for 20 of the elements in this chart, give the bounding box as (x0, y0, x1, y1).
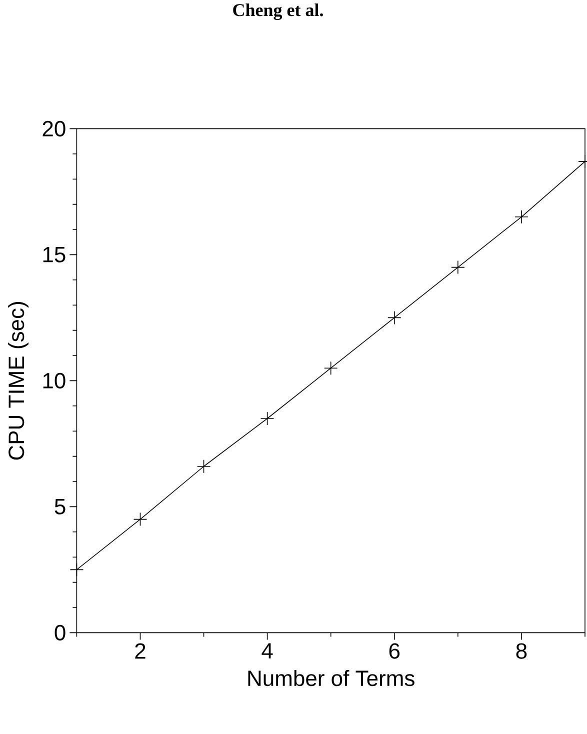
y-axis-title: CPU TIME (sec) (8, 302, 28, 460)
y-tick-label: 10 (43, 372, 66, 388)
x-tick-label: 6 (389, 643, 400, 659)
y-tick-label: 5 (54, 499, 66, 514)
point (514, 210, 528, 224)
point (133, 512, 148, 526)
point (324, 361, 338, 375)
x-tick-label: 4 (262, 643, 273, 658)
point (387, 310, 402, 325)
point (196, 459, 211, 474)
point (260, 412, 274, 426)
x-tick-label: 8 (516, 643, 527, 659)
point (451, 260, 465, 274)
y-tick-label: 0 (54, 624, 66, 640)
y-tick-label: 15 (43, 247, 66, 262)
x-tick-label: 2 (135, 643, 146, 659)
y-tick-label: 20 (42, 120, 66, 136)
point (70, 562, 84, 577)
text: Cheng et al. (233, 3, 323, 20)
x-axis-title: Number of Terms (248, 670, 414, 686)
